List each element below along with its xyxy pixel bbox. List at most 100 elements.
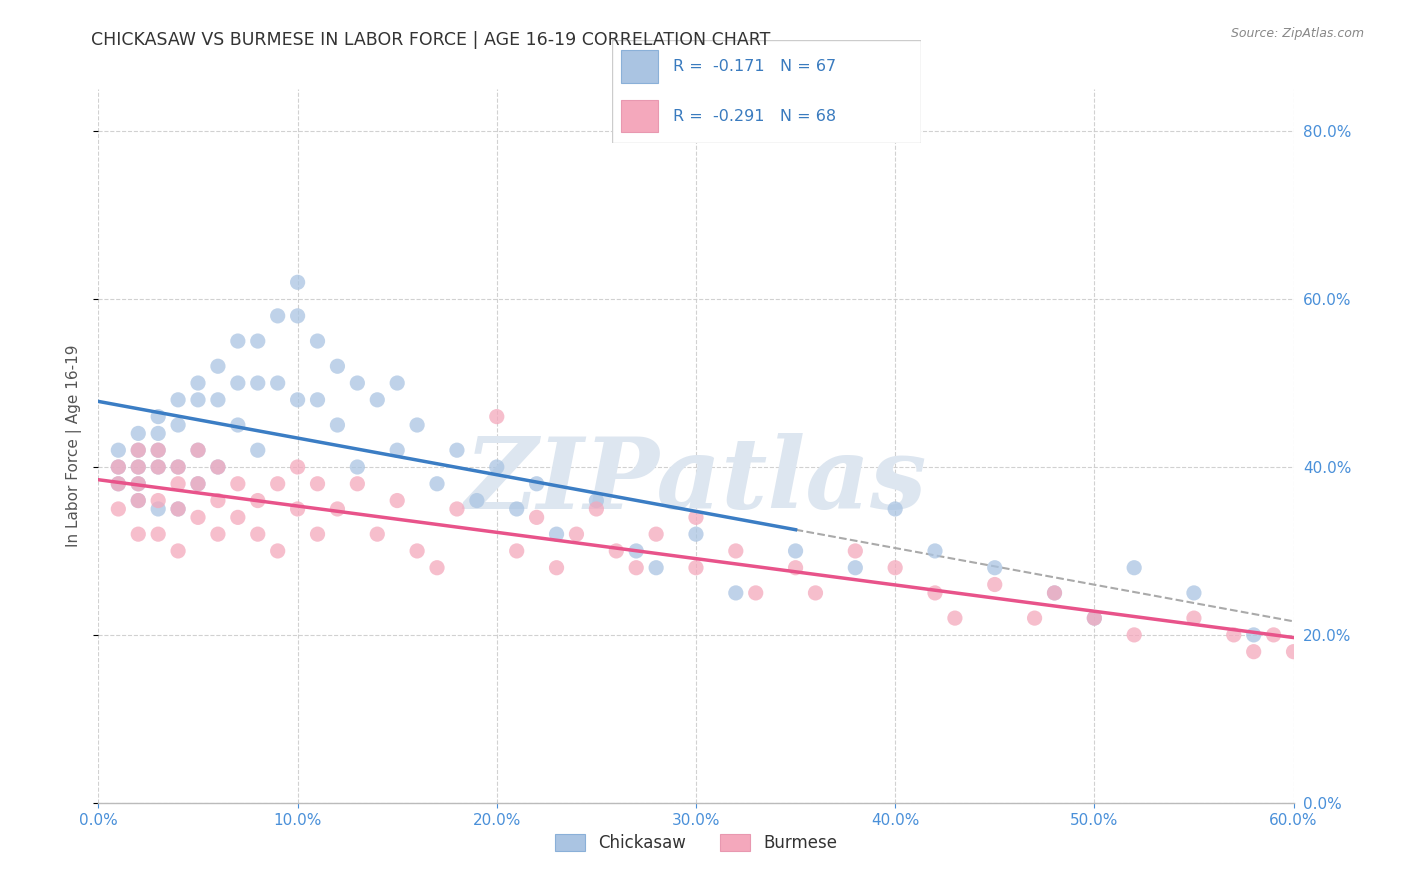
Point [546, 560, 568, 574]
Point [207, 493, 229, 508]
Point [127, 460, 149, 475]
Point [187, 376, 209, 390]
Point [585, 493, 607, 508]
Point [267, 544, 290, 558]
Point [127, 443, 149, 458]
Point [207, 460, 229, 475]
Point [167, 392, 190, 407]
Point [287, 309, 309, 323]
Point [346, 376, 368, 390]
Text: CHICKASAW VS BURMESE IN LABOR FORCE | AGE 16-19 CORRELATION CHART: CHICKASAW VS BURMESE IN LABOR FORCE | AG… [91, 31, 770, 49]
Bar [621, 100, 658, 132]
Point [127, 527, 149, 541]
Point [326, 359, 349, 374]
Point [207, 527, 229, 541]
Point [107, 502, 129, 516]
Point [246, 443, 269, 458]
Point [984, 560, 1007, 574]
Point [148, 527, 170, 541]
Point [585, 502, 607, 516]
Point [187, 476, 209, 491]
Point [307, 527, 329, 541]
Point [148, 460, 170, 475]
Point [207, 359, 229, 374]
Point [426, 560, 449, 574]
Point [724, 544, 747, 558]
Point [406, 544, 429, 558]
Point [127, 460, 149, 475]
Point [167, 460, 190, 475]
Point [626, 560, 648, 574]
Point [1043, 586, 1066, 600]
Point [506, 544, 529, 558]
Point [366, 392, 388, 407]
Point [267, 309, 290, 323]
Point [127, 493, 149, 508]
Point [844, 560, 866, 574]
Point [924, 586, 946, 600]
Point [446, 502, 468, 516]
Text: ZIPatlas: ZIPatlas [465, 434, 927, 530]
Point [148, 443, 170, 458]
Point [745, 586, 768, 600]
Point [226, 476, 249, 491]
Point [127, 443, 149, 458]
Y-axis label: In Labor Force | Age 16-19: In Labor Force | Age 16-19 [66, 344, 83, 548]
Point [506, 502, 529, 516]
Point [148, 460, 170, 475]
Point [645, 560, 668, 574]
Point [626, 544, 648, 558]
Point [127, 476, 149, 491]
Point [307, 334, 329, 348]
Point [1243, 628, 1265, 642]
Point [148, 409, 170, 424]
Point [1043, 586, 1066, 600]
Point [1123, 628, 1146, 642]
Point [943, 611, 966, 625]
Point [148, 426, 170, 441]
Point [226, 334, 249, 348]
Point [526, 476, 548, 491]
Point [685, 527, 707, 541]
Point [1243, 645, 1265, 659]
Point [287, 460, 309, 475]
Point [366, 527, 388, 541]
Point [645, 527, 668, 541]
Point [884, 502, 907, 516]
Point [426, 476, 449, 491]
Point [226, 417, 249, 432]
Point [107, 443, 129, 458]
Point [167, 502, 190, 516]
Point [246, 527, 269, 541]
Point [346, 460, 368, 475]
Text: Source: ZipAtlas.com: Source: ZipAtlas.com [1230, 27, 1364, 40]
Point [526, 510, 548, 524]
Point [465, 493, 488, 508]
Point [385, 493, 409, 508]
Point [107, 460, 129, 475]
Point [187, 392, 209, 407]
Point [246, 376, 269, 390]
Point [884, 560, 907, 574]
Point [406, 417, 429, 432]
Point [246, 334, 269, 348]
Point [226, 510, 249, 524]
Point [1282, 645, 1305, 659]
Point [127, 426, 149, 441]
Point [785, 560, 807, 574]
Point [804, 586, 827, 600]
Point [167, 502, 190, 516]
Point [107, 460, 129, 475]
Point [187, 443, 209, 458]
Point [167, 460, 190, 475]
Point [287, 392, 309, 407]
Point [148, 443, 170, 458]
Point [167, 476, 190, 491]
Point [127, 493, 149, 508]
Point [1024, 611, 1046, 625]
Point [307, 392, 329, 407]
Point [1182, 611, 1205, 625]
Point [226, 376, 249, 390]
Point [1182, 586, 1205, 600]
Point [326, 502, 349, 516]
